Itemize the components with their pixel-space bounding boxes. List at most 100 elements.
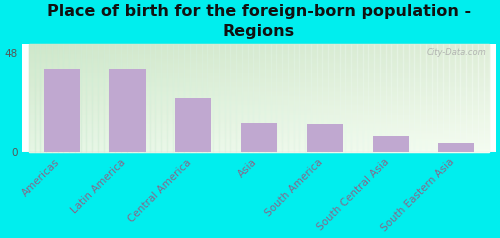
Bar [29,151,489,152]
Bar [29,138,489,139]
Bar [29,63,489,64]
Bar [104,44,110,152]
Bar [408,44,414,152]
Bar [29,118,489,119]
Bar [29,132,489,133]
Bar [29,61,489,62]
Bar [29,67,489,68]
Bar [300,44,305,152]
Bar [126,44,132,152]
Bar [29,93,489,94]
Bar [29,115,489,116]
Bar [29,87,489,88]
Bar [29,78,489,79]
Text: City-Data.com: City-Data.com [426,48,486,57]
Bar [414,44,420,152]
Bar [202,44,207,152]
Bar [368,44,374,152]
Bar [340,44,345,152]
Bar [29,134,489,135]
Bar [138,44,144,152]
Bar [224,44,230,152]
Bar [29,99,489,100]
Bar [156,44,161,152]
Bar [259,44,265,152]
Bar [29,103,489,104]
Bar [460,44,466,152]
Bar [29,44,34,152]
Bar [29,148,489,149]
Bar [29,105,489,106]
Bar [29,150,489,151]
Bar [29,72,489,73]
Bar [346,44,351,152]
Bar [29,95,489,96]
Bar [69,44,75,152]
Bar [397,44,403,152]
Bar [184,44,190,152]
Bar [29,129,489,130]
Bar [190,44,196,152]
Bar [29,45,489,46]
Bar [29,96,489,97]
Bar [29,125,489,126]
Bar [29,121,489,122]
Bar [172,44,178,152]
Bar [29,124,489,125]
Bar [29,146,489,147]
Bar [29,85,489,86]
Bar [29,60,489,61]
Bar [29,133,489,134]
Bar [236,44,242,152]
Bar [29,106,489,107]
Bar [403,44,408,152]
Bar [121,44,126,152]
Bar [46,44,52,152]
Bar [29,137,489,138]
Bar [29,54,489,55]
Bar [29,79,489,80]
Bar [29,128,489,129]
Bar [132,44,138,152]
Bar [29,123,489,124]
Bar [29,75,489,76]
Bar [372,136,408,152]
Bar [98,44,103,152]
Bar [29,114,489,115]
Bar [29,88,489,89]
Bar [75,44,80,152]
Bar [29,94,489,95]
Bar [29,84,489,85]
Bar [29,126,489,127]
Bar [150,44,156,152]
Bar [219,44,224,152]
Bar [167,44,172,152]
Bar [29,77,489,78]
Bar [29,122,489,123]
Bar [478,44,484,152]
Bar [334,44,340,152]
Bar [386,44,392,152]
Bar [248,44,254,152]
Bar [254,44,259,152]
Bar [438,44,443,152]
Bar [29,66,489,67]
Bar [29,97,489,98]
Bar [144,44,150,152]
Bar [29,76,489,77]
Bar [29,108,489,109]
Bar [29,98,489,99]
Bar [29,64,489,65]
Bar [29,100,489,101]
Bar [270,44,276,152]
Bar [432,44,438,152]
Bar [58,44,64,152]
Bar [29,91,489,92]
Bar [29,73,489,74]
Bar [306,124,343,152]
Bar [29,56,489,57]
Bar [29,116,489,117]
Bar [34,44,40,152]
Bar [64,44,69,152]
Bar [29,86,489,87]
